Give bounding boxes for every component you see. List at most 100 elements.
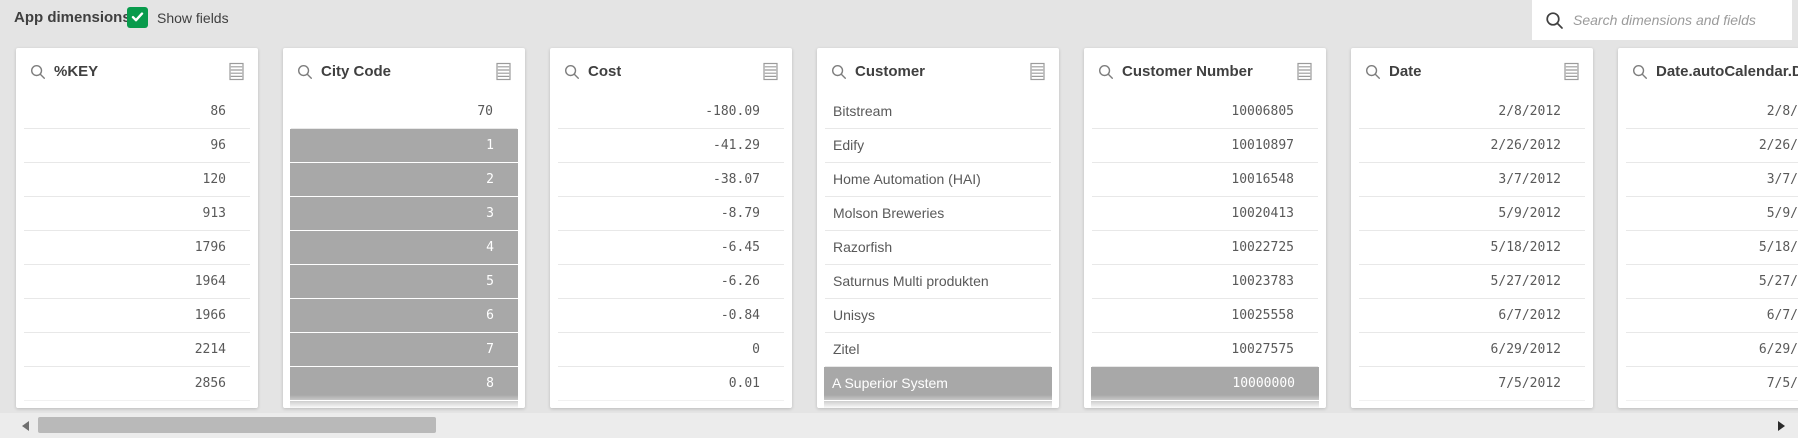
field-value-row[interactable]: 2/8/2012 [1359, 95, 1585, 129]
field-values-list: Bitstream Edify Home Automation (HAI) Molso… [817, 95, 1059, 408]
field-value-row[interactable]: 1966 [24, 299, 250, 333]
field-card-header: Date [1351, 48, 1593, 95]
list-icon[interactable] [229, 62, 244, 81]
field-value-row[interactable]: -38.07 [558, 163, 784, 197]
field-value-row[interactable]: 6 [290, 299, 518, 333]
field-value-row[interactable]: 0.01 [558, 367, 784, 401]
list-icon[interactable] [1030, 62, 1045, 81]
field-search-icon[interactable] [831, 64, 847, 80]
field-value-row[interactable]: 6/7/ [1626, 299, 1798, 333]
search-input[interactable] [1573, 12, 1792, 28]
field-value-row[interactable]: -6.45 [558, 231, 784, 265]
scroll-left-arrow-icon[interactable] [22, 421, 29, 431]
field-value-row[interactable]: 2/26/2012 [1359, 129, 1585, 163]
field-value-row[interactable]: 96 [24, 129, 250, 163]
field-value-row[interactable]: 5 [290, 265, 518, 299]
field-value-row[interactable]: 913 [24, 197, 250, 231]
field-value-row[interactable]: -8.79 [558, 197, 784, 231]
field-value-row[interactable]: 3 [290, 197, 518, 231]
field-card[interactable]: %KEY 86 96 120 913 1796 1964 1966 2214 2856 [16, 48, 258, 408]
field-value-row[interactable]: Molson Breweries [825, 197, 1051, 231]
field-value-row[interactable]: 10027575 [1092, 333, 1318, 367]
field-value-row[interactable]: 2 [290, 163, 518, 197]
field-value-row[interactable]: -0.84 [558, 299, 784, 333]
list-icon[interactable] [1297, 62, 1312, 81]
field-card[interactable]: City Code 70 1 2 3 4 5 6 7 8 [283, 48, 525, 408]
field-value-row[interactable]: 3/7/ [1626, 163, 1798, 197]
field-value-row[interactable]: 10025558 [1092, 299, 1318, 333]
field-value-row[interactable]: -180.09 [558, 95, 784, 129]
field-value-row[interactable]: 86 [24, 95, 250, 129]
field-value-row[interactable]: Home Automation (HAI) [825, 163, 1051, 197]
field-value-row[interactable]: 5/18/2012 [1359, 231, 1585, 265]
field-value-row[interactable]: 10016548 [1092, 163, 1318, 197]
field-value-row[interactable]: 2/8/ [1626, 95, 1798, 129]
field-value-row[interactable]: Saturnus Multi produkten [825, 265, 1051, 299]
field-card[interactable]: Date.autoCalendar.D 2/8/2/26/3/7/5/9/5/1… [1618, 48, 1798, 408]
scroll-right-arrow-icon[interactable] [1778, 421, 1785, 431]
field-value-row[interactable]: Zitel [825, 333, 1051, 367]
field-search-icon[interactable] [1098, 64, 1114, 80]
field-value-row[interactable]: 2856 [24, 367, 250, 401]
field-value-row[interactable]: Unisys [825, 299, 1051, 333]
field-value-row[interactable]: -41.29 [558, 129, 784, 163]
field-value-row[interactable]: 7/5/ [1626, 367, 1798, 401]
field-value-row[interactable]: 3/7/2012 [1359, 163, 1585, 197]
field-value-row[interactable]: 10010897 [1092, 129, 1318, 163]
field-value-row[interactable]: 4 [290, 231, 518, 265]
field-value-row[interactable]: 7/5/2012 [1359, 367, 1585, 401]
field-card[interactable]: Cost -180.09 -41.29 -38.07 -8.79 -6.45 -6.26-… [550, 48, 792, 408]
field-value-row[interactable]: 8 [290, 367, 518, 401]
field-values-list: 86 96 120 913 1796 1964 1966 2214 2856 [16, 95, 258, 401]
field-value-row[interactable]: 10022725 [1092, 231, 1318, 265]
field-value-row[interactable]: 6/29/2012 [1359, 333, 1585, 367]
field-card[interactable]: Customer Number 10006805 10010897 10016548… [1084, 48, 1326, 408]
field-value-row[interactable]: 5/27/2012 [1359, 265, 1585, 299]
show-fields-checkbox[interactable] [127, 7, 148, 28]
field-value-row[interactable]: 2/26/ [1626, 129, 1798, 163]
field-value-row[interactable]: 1 [290, 129, 518, 163]
field-value-row[interactable]: 6/29/ [1626, 333, 1798, 367]
field-search-icon[interactable] [1365, 64, 1381, 80]
field-card[interactable]: Date 2/8/2012 2/26/2012 3/7/2012 5/9/2012 5/… [1351, 48, 1593, 408]
field-search-icon[interactable] [30, 64, 46, 80]
field-card-title: Date.autoCalendar.D [1656, 63, 1798, 80]
field-value-row[interactable]: 5/18/ [1626, 231, 1798, 265]
search-bar [1532, 0, 1792, 40]
field-value-row[interactable]: Razorfish [825, 231, 1051, 265]
list-icon[interactable] [496, 62, 511, 81]
checkmark-icon [131, 12, 144, 22]
scrollbar-thumb[interactable] [38, 417, 436, 433]
field-value-row[interactable]: 10023783 [1092, 265, 1318, 299]
field-value-row[interactable]: Edify [825, 129, 1051, 163]
field-value-row[interactable]: Bitstream [825, 95, 1051, 129]
field-value-row[interactable]: 10006805 [1092, 95, 1318, 129]
field-value-row[interactable]: A Superior System [824, 367, 1052, 401]
field-value-row[interactable]: 6/7/2012 [1359, 299, 1585, 333]
field-value-row[interactable]: 1796 [24, 231, 250, 265]
field-value-row[interactable]: 5/9/ [1626, 197, 1798, 231]
field-value-row[interactable] [1091, 401, 1319, 408]
field-value-row[interactable]: 1964 [24, 265, 250, 299]
field-value-row[interactable]: 5/9/2012 [1359, 197, 1585, 231]
field-card[interactable]: Customer Bitstream Edify Home Automation (… [817, 48, 1059, 408]
field-value-row[interactable]: 7 [290, 333, 518, 367]
list-icon[interactable] [1564, 62, 1579, 81]
field-search-icon[interactable] [297, 64, 313, 80]
field-value-row[interactable]: 10000000 [1091, 367, 1319, 401]
field-value-row[interactable]: 70 [291, 95, 517, 129]
field-value-row[interactable] [824, 401, 1052, 408]
field-value-row[interactable]: 0 [558, 333, 784, 367]
field-value-row[interactable]: 5/27/ [1626, 265, 1798, 299]
field-value-row[interactable]: -6.26 [558, 265, 784, 299]
field-value-row[interactable]: 2214 [24, 333, 250, 367]
field-search-icon[interactable] [564, 64, 580, 80]
field-value-row[interactable] [290, 401, 518, 408]
field-value-row[interactable]: 10020413 [1092, 197, 1318, 231]
horizontal-scrollbar[interactable] [0, 413, 1798, 438]
field-search-icon[interactable] [1632, 64, 1648, 80]
list-icon[interactable] [763, 62, 778, 81]
field-card-title: Cost [588, 63, 622, 80]
field-value-row[interactable]: 120 [24, 163, 250, 197]
field-card-title: City Code [321, 63, 392, 80]
